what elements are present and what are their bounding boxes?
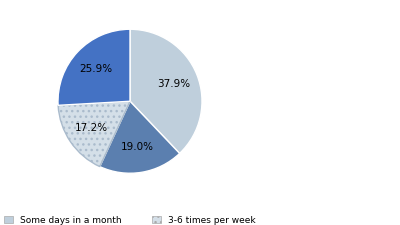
Wedge shape [130, 29, 202, 153]
Text: 17.2%: 17.2% [75, 123, 108, 133]
Text: 19.0%: 19.0% [121, 142, 154, 152]
Wedge shape [58, 29, 130, 105]
Wedge shape [58, 101, 130, 166]
Legend: Some days in a month, Less than 3 times per week, 3-6 times per week, Everyday: Some days in a month, Less than 3 times … [4, 216, 256, 225]
Text: 37.9%: 37.9% [157, 79, 190, 89]
Wedge shape [100, 101, 180, 173]
Text: 25.9%: 25.9% [80, 64, 112, 74]
